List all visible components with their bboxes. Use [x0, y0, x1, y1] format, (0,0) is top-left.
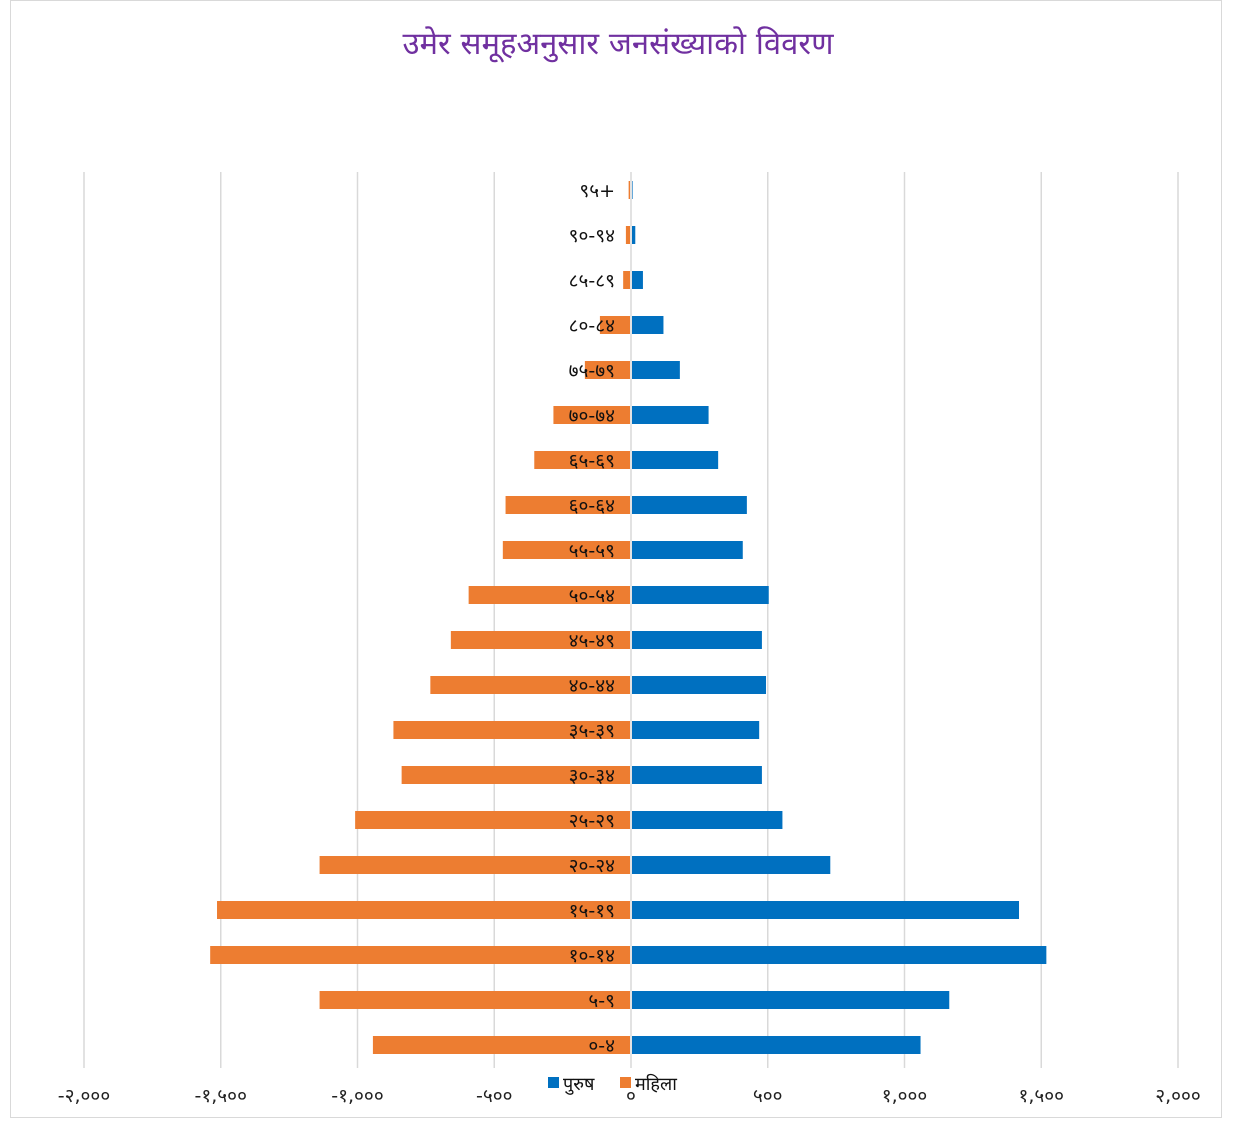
x-tick-label-4: ०: [626, 1085, 636, 1107]
category-label-2: १०-१४: [569, 945, 615, 967]
x-tick-label-3: -५००: [476, 1085, 513, 1107]
category-label-9: ४५-४९: [569, 630, 615, 652]
x-tick-label-5: ५००: [753, 1085, 783, 1107]
category-label-15: ७५-७९: [569, 360, 615, 382]
bar-male-13: [632, 451, 719, 469]
bar-female-7: [393, 721, 630, 739]
bar-female-15: [584, 361, 630, 379]
category-label-11: ५५-५९: [569, 540, 615, 562]
bar-female-18: [625, 226, 630, 244]
bar-female-14: [553, 406, 630, 424]
bar-female-11: [502, 541, 630, 559]
bar-male-16: [632, 316, 664, 334]
bar-male-5: [632, 811, 783, 829]
bar-female-5: [355, 811, 630, 829]
bar-female-6: [401, 766, 630, 784]
bar-male-9: [632, 631, 762, 649]
bar-female-1: [319, 991, 630, 1009]
bar-female-19: [628, 181, 630, 199]
bar-female-3: [217, 901, 630, 919]
category-label-13: ६५-६९: [569, 450, 615, 472]
x-tick-label-7: १,५००: [1018, 1085, 1064, 1107]
category-label-4: २०-२४: [569, 855, 615, 877]
category-label-0: ०-४: [588, 1035, 615, 1057]
x-tick-label-2: -१,०००: [331, 1085, 383, 1107]
category-label-19: ९५+: [579, 180, 615, 202]
x-tick-label-1: -१,५००: [195, 1085, 247, 1107]
bar-male-6: [632, 766, 762, 784]
bar-male-14: [632, 406, 709, 424]
legend-label-male: पुरुष: [563, 1074, 595, 1095]
bar-female-8: [430, 676, 630, 694]
x-tick-label-0: -२,०००: [58, 1085, 110, 1107]
category-label-5: २५-२९: [569, 810, 615, 832]
bars: [210, 181, 1047, 1054]
chart-title: उमेर समूहअनुसार जनसंख्याको विवरण: [402, 26, 834, 62]
bar-male-7: [632, 721, 760, 739]
bar-male-11: [632, 541, 743, 559]
bar-female-2: [210, 946, 631, 964]
legend-label-female: महिला: [635, 1073, 677, 1095]
x-tick-label-8: २,०००: [1155, 1085, 1201, 1107]
legend: पुरुष महिला: [548, 1073, 677, 1095]
legend-swatch-female: [620, 1077, 631, 1088]
category-label-1: ५-९: [588, 990, 615, 1012]
bar-male-4: [632, 856, 831, 874]
bar-female-17: [623, 271, 630, 289]
bar-female-9: [450, 631, 630, 649]
bar-male-19: [632, 181, 633, 199]
bar-male-15: [632, 361, 680, 379]
gridlines: [83, 172, 1179, 1068]
bar-female-4: [319, 856, 630, 874]
bar-female-12: [505, 496, 630, 514]
bar-male-3: [632, 901, 1020, 919]
legend-swatch-male: [548, 1077, 559, 1088]
category-label-3: १५-१९: [569, 900, 615, 922]
category-labels: ०-४ ५-९ १०-१४ १५-१९ २०-२४ २५-२९ ३०-३४ ३५-३९ ४०-४…: [569, 180, 615, 1057]
category-label-18: ९०-९४: [569, 225, 615, 247]
bar-male-12: [632, 496, 747, 514]
x-tick-label-6: १,०००: [882, 1085, 928, 1107]
bar-male-8: [632, 676, 767, 694]
category-label-16: ८०-८४: [569, 315, 615, 337]
category-label-17: ८५-८९: [569, 270, 615, 292]
bar-male-18: [632, 226, 636, 244]
bar-male-1: [632, 991, 950, 1009]
bar-female-10: [468, 586, 630, 604]
bar-male-0: [632, 1036, 921, 1054]
bar-female-13: [534, 451, 630, 469]
category-label-12: ६०-६४: [569, 495, 615, 517]
bar-female-16: [599, 316, 630, 334]
bar-male-17: [632, 271, 643, 289]
bar-male-2: [632, 946, 1047, 964]
bar-female-0: [372, 1036, 630, 1054]
category-label-10: ५०-५४: [569, 585, 615, 607]
category-label-14: ७०-७४: [569, 405, 615, 427]
category-label-6: ३०-३४: [569, 765, 615, 787]
x-tick-labels: -२,००० -१,५०० -१,००० -५०० ० ५०० १,००० १,५०० २,००…: [58, 1085, 1201, 1107]
bar-male-10: [632, 586, 769, 604]
category-label-8: ४०-४४: [569, 675, 615, 697]
category-label-7: ३५-३९: [569, 720, 615, 742]
